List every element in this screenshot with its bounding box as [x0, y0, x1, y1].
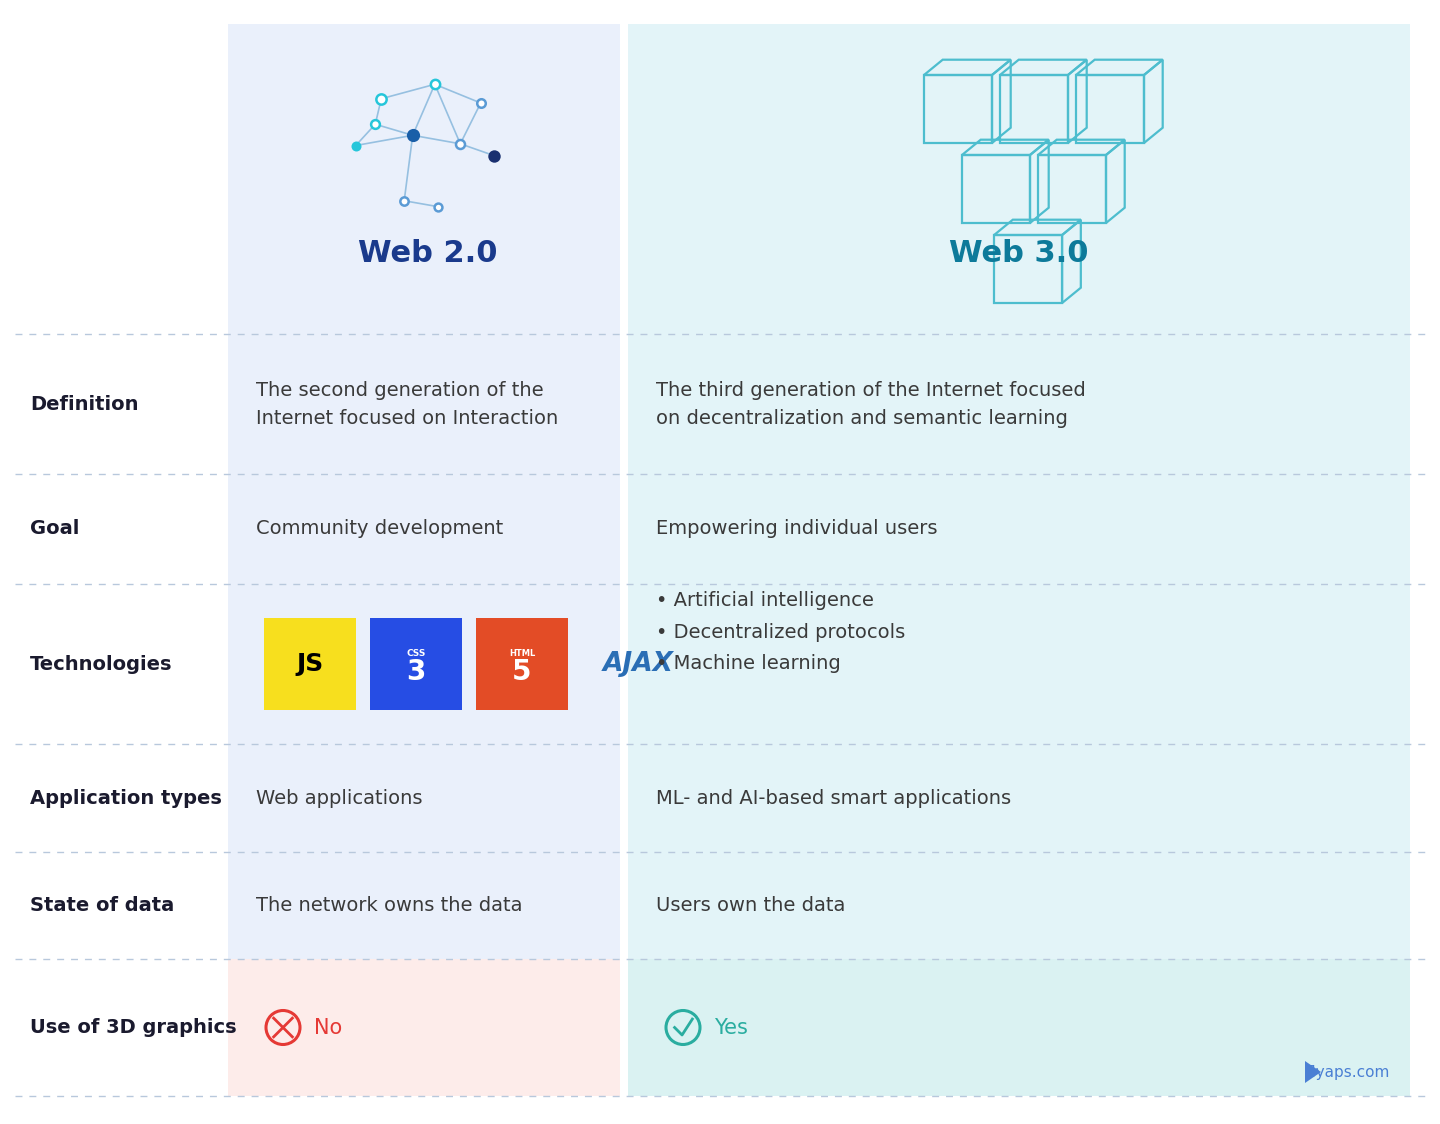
Point	[344, 136, 367, 154]
Text: flyaps.com: flyaps.com	[1306, 1064, 1390, 1079]
Text: Goal: Goal	[30, 519, 79, 538]
FancyBboxPatch shape	[628, 959, 1410, 1096]
Text: AJAX: AJAX	[602, 651, 674, 677]
FancyBboxPatch shape	[228, 24, 621, 1096]
Point	[469, 94, 492, 112]
Text: Application types: Application types	[30, 789, 222, 807]
Text: Technologies: Technologies	[30, 654, 173, 673]
Text: ML- and AI-based smart applications: ML- and AI-based smart applications	[657, 789, 1011, 807]
Text: State of data: State of data	[30, 896, 174, 915]
Text: 5: 5	[513, 658, 531, 686]
Text: Users own the data: Users own the data	[657, 896, 845, 915]
Text: The third generation of the Internet focused
on decentralization and semantic le: The third generation of the Internet foc…	[657, 381, 1086, 427]
Point	[423, 75, 446, 93]
Text: • Artificial intelligence
• Decentralized protocols
• Machine learning: • Artificial intelligence • Decentralize…	[657, 591, 906, 673]
Point	[370, 90, 393, 108]
Text: The network owns the data: The network owns the data	[256, 896, 523, 915]
Text: HTML: HTML	[508, 649, 536, 658]
Point	[393, 192, 416, 210]
Polygon shape	[1305, 1061, 1320, 1084]
Text: Definition: Definition	[30, 395, 138, 414]
Text: JS: JS	[297, 652, 324, 676]
Text: Web applications: Web applications	[256, 789, 422, 807]
Text: Web 3.0: Web 3.0	[949, 239, 1089, 269]
FancyBboxPatch shape	[628, 24, 1410, 1096]
Text: Yes: Yes	[714, 1017, 747, 1037]
Point	[364, 116, 387, 134]
FancyBboxPatch shape	[370, 618, 462, 710]
Text: Empowering individual users: Empowering individual users	[657, 519, 937, 538]
Point	[426, 198, 449, 216]
Point	[482, 147, 505, 165]
Text: The second generation of the
Internet focused on Interaction: The second generation of the Internet fo…	[256, 381, 559, 427]
Text: Web 2.0: Web 2.0	[359, 239, 498, 269]
Text: 3: 3	[406, 658, 426, 686]
FancyBboxPatch shape	[477, 618, 567, 710]
Text: No: No	[314, 1017, 343, 1037]
Point	[449, 135, 472, 153]
Text: Community development: Community development	[256, 519, 503, 538]
Point	[402, 126, 425, 144]
FancyBboxPatch shape	[264, 618, 356, 710]
Text: CSS: CSS	[406, 649, 426, 658]
Text: Use of 3D graphics: Use of 3D graphics	[30, 1018, 236, 1037]
FancyBboxPatch shape	[228, 959, 621, 1096]
